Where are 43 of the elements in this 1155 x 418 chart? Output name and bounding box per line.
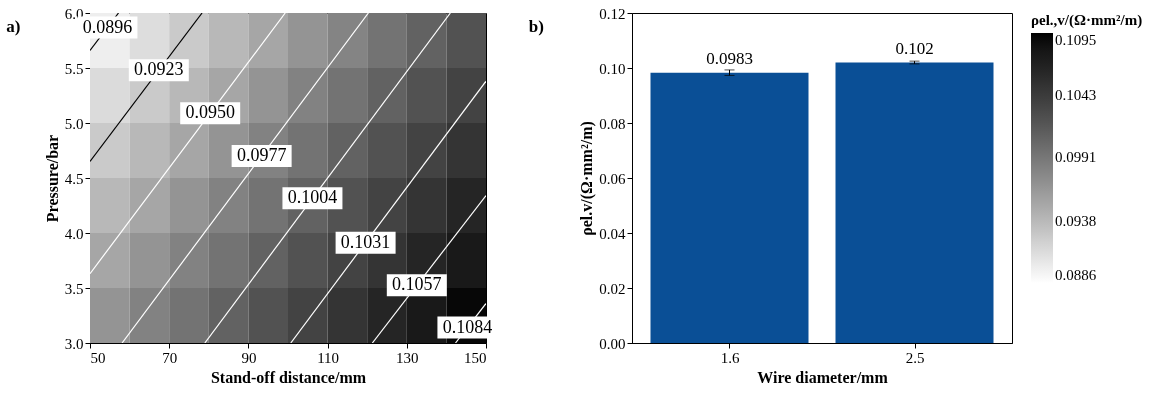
y-tick-label: 0.06	[599, 170, 626, 187]
y-tick-label: 5.5	[64, 60, 84, 77]
y-tick-label: 0.02	[599, 280, 626, 297]
x-tick-label: 150	[464, 349, 487, 366]
color-bar-label: 0.1095	[1055, 32, 1097, 48]
series-label: 0.1004	[287, 187, 338, 208]
series-label: 0.0977	[236, 145, 287, 166]
x-tick-label: 110	[317, 349, 340, 366]
series-label: 0.1057	[392, 274, 442, 295]
y-axis-title: ρel.v/(Ω·mm²/m)	[578, 121, 597, 236]
y-tick-label: 5.0	[64, 115, 84, 132]
x-tick-label: 2.5	[905, 349, 925, 366]
data-label: 0.102	[895, 38, 934, 58]
series-label: 0.0950	[185, 102, 235, 123]
text: b)	[528, 17, 544, 36]
y-axis-title: Pressure/bar	[43, 134, 61, 223]
series-label: 0.0923	[134, 59, 184, 80]
y-tick-label: 0.12	[599, 5, 626, 22]
y-tick-label: 0.04	[599, 225, 626, 242]
y-tick-label: 4.5	[64, 170, 84, 187]
y-tick-label: 4.0	[64, 225, 84, 242]
x-axis-title: Stand-off distance/mm	[210, 368, 367, 386]
data-label: 0.0983	[706, 48, 753, 68]
color-bar-label: 0.0886	[1055, 267, 1097, 283]
series-label: 0.1031	[340, 231, 391, 252]
series-label: 0.0896	[82, 16, 133, 37]
y-tick-label: 0.08	[599, 115, 626, 132]
x-tick-label: 1.6	[720, 349, 740, 366]
x-tick-label: 130	[396, 349, 419, 366]
series-label: 0.1084	[442, 316, 493, 337]
y-tick-label: 0.10	[599, 60, 626, 77]
x-axis-title: Wire diameter/mm	[757, 368, 889, 386]
color-bar-label: 0.1043	[1055, 87, 1097, 104]
y-tick-label: 0.00	[599, 335, 626, 352]
color-bar-label: 0.0991	[1055, 149, 1097, 166]
x-tick-label: 70	[162, 349, 178, 366]
y-tick-label: 3.5	[64, 280, 84, 297]
x-tick-label: 50	[90, 349, 106, 366]
color-bar-label: 0.0938	[1055, 212, 1097, 229]
y-tick-label: 3.0	[64, 335, 84, 352]
x-tick-label: 90	[241, 349, 257, 366]
color-bar-title: ρel.,v/(Ω·mm²/m)	[1031, 12, 1143, 29]
text: a)	[6, 17, 21, 36]
